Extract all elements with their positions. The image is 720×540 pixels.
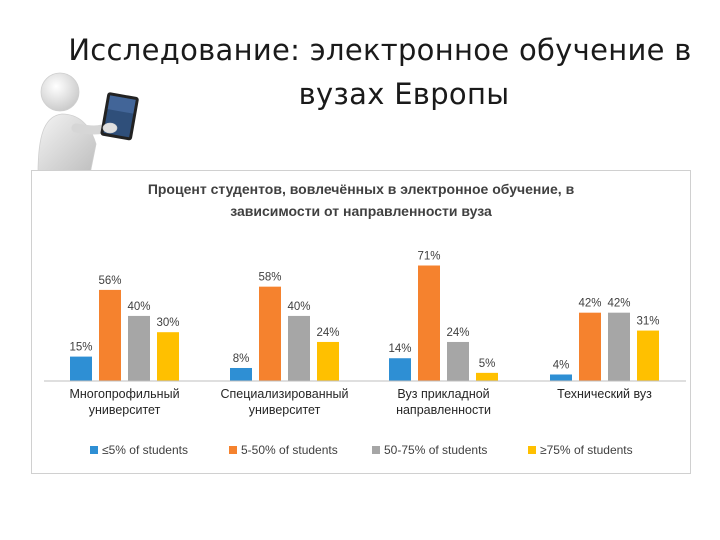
bar-series-0-cat-0 (70, 356, 92, 381)
bar-series-2-cat-2 (447, 341, 469, 381)
bar-series-1-cat-3 (579, 312, 601, 381)
legend-label-1: 5-50% of students (241, 443, 338, 457)
bar-series-0-cat-1 (230, 367, 252, 381)
value-label-series-0-cat-0: 15% (69, 342, 92, 354)
bar-series-0-cat-2 (389, 358, 411, 381)
legend-label-0: ≤5% of students (102, 443, 188, 457)
value-label-series-1-cat-0: 56% (98, 275, 121, 287)
bar-series-1-cat-1 (259, 286, 281, 381)
slide-title: Исследование: электронное обучение в вуз… (40, 28, 720, 116)
legend-label-2: 50-75% of students (384, 443, 487, 457)
chart-title-line-2: зависимости от направленности вуза (230, 203, 492, 219)
value-label-series-1-cat-1: 58% (258, 272, 281, 284)
value-label-series-1-cat-2: 71% (417, 251, 440, 263)
value-label-series-2-cat-1: 40% (287, 301, 310, 313)
bar-series-2-cat-3 (608, 312, 630, 381)
value-label-series-3-cat-3: 31% (636, 316, 659, 328)
bar-series-3-cat-0 (157, 332, 179, 381)
chart: Процент студентов, вовлечённых в электро… (44, 181, 686, 457)
chart-frame: Процент студентов, вовлечённых в электро… (31, 170, 691, 474)
category-label-1-line-0: Специализированный (221, 387, 349, 401)
value-label-series-0-cat-1: 8% (233, 353, 250, 365)
legend-swatch-2 (372, 446, 380, 454)
bar-series-1-cat-2 (418, 265, 440, 381)
value-label-series-1-cat-3: 42% (578, 298, 601, 310)
bar-series-3-cat-2 (476, 372, 498, 381)
slide-title-line-1: Исследование: электронное обучение в (68, 33, 692, 67)
bar-series-2-cat-1 (288, 315, 310, 381)
slide-title-line-2: вузах Европы (298, 77, 510, 111)
category-label-3-line-0: Технический вуз (557, 387, 652, 401)
value-label-series-3-cat-0: 30% (156, 317, 179, 329)
value-label-series-3-cat-2: 5% (479, 358, 496, 370)
legend-swatch-1 (229, 446, 237, 454)
chart-title-line-1: Процент студентов, вовлечённых в электро… (148, 181, 575, 197)
bar-series-1-cat-0 (99, 289, 121, 381)
bar-series-0-cat-3 (550, 374, 572, 381)
category-label-2-line-0: Вуз прикладной (397, 387, 489, 401)
category-label-2-line-1: направленности (396, 403, 491, 417)
legend-swatch-3 (528, 446, 536, 454)
value-label-series-2-cat-0: 40% (127, 301, 150, 313)
value-label-series-3-cat-1: 24% (316, 327, 339, 339)
bar-series-2-cat-0 (128, 315, 150, 381)
value-label-series-2-cat-2: 24% (446, 327, 469, 339)
value-label-series-0-cat-2: 14% (388, 343, 411, 355)
bar-series-3-cat-1 (317, 341, 339, 381)
value-label-series-2-cat-3: 42% (607, 298, 630, 310)
category-label-0-line-0: Многопрофильный (69, 387, 179, 401)
legend-label-3: ≥75% of students (540, 443, 633, 457)
category-label-1-line-1: университет (249, 403, 321, 417)
legend-swatch-0 (90, 446, 98, 454)
category-label-0-line-1: университет (89, 403, 161, 417)
person-with-tablet-icon (37, 72, 139, 175)
bar-series-3-cat-3 (637, 330, 659, 381)
value-label-series-0-cat-3: 4% (553, 359, 570, 371)
